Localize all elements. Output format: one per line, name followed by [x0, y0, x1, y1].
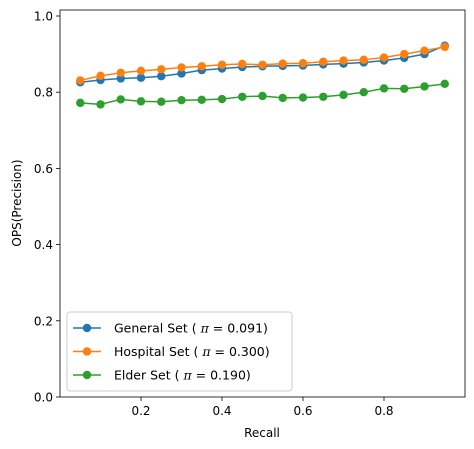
- y-tick-label: 0.8: [34, 86, 53, 100]
- data-point: [96, 71, 105, 81]
- y-tick-label: 1.0: [34, 10, 53, 24]
- data-point: [238, 92, 247, 101]
- legend-marker: [82, 323, 92, 333]
- y-axis-title: OPS(Precision): [10, 159, 24, 246]
- x-axis: 0.2 0.4 0.6 0.8: [131, 397, 394, 418]
- data-point: [319, 92, 328, 101]
- data-point: [400, 84, 409, 93]
- legend-label: Hospital Set ( π = 0.300): [114, 344, 270, 359]
- data-point: [298, 59, 308, 68]
- plot-frame: [59, 9, 466, 398]
- data-point: [136, 66, 146, 76]
- data-point: [359, 55, 368, 65]
- series-layer: [76, 41, 449, 109]
- data-point: [319, 57, 328, 66]
- data-point: [116, 68, 125, 77]
- legend-label: Elder Set ( π = 0.190): [114, 368, 251, 383]
- data-point: [400, 49, 409, 59]
- y-axis: 0.0 0.2 0.4 0.6 0.8 1.0: [34, 10, 60, 405]
- x-tick-label: 0.8: [374, 404, 393, 418]
- data-point: [339, 90, 348, 100]
- data-point: [440, 79, 449, 89]
- y-tick-label: 0.4: [34, 238, 53, 252]
- data-point: [238, 59, 247, 69]
- legend: General Set ( π = 0.091) Hospital Set ( π…: [66, 311, 293, 392]
- y-tick-label: 0.2: [34, 314, 53, 328]
- legend-marker: [82, 370, 92, 380]
- data-point: [177, 63, 186, 72]
- data-point: [278, 93, 287, 103]
- x-tick-label: 0.4: [212, 404, 231, 418]
- data-point: [217, 94, 227, 104]
- data-point: [258, 60, 267, 69]
- data-point: [420, 46, 429, 55]
- legend-item: Elder Set ( π = 0.190): [73, 368, 251, 383]
- legend-item: Hospital Set ( π = 0.300): [73, 344, 270, 359]
- data-point: [116, 95, 125, 104]
- data-point: [197, 62, 206, 71]
- y-tick-label: 0.0: [34, 391, 53, 405]
- data-point: [136, 73, 146, 82]
- data-point: [96, 100, 105, 109]
- data-point: [298, 93, 308, 102]
- data-point: [258, 91, 267, 101]
- data-point: [379, 84, 389, 93]
- data-point: [440, 42, 449, 52]
- x-tick-label: 0.2: [131, 404, 150, 418]
- y-tick-label: 0.6: [34, 162, 53, 176]
- legend-marker: [82, 347, 92, 356]
- data-point: [339, 56, 348, 65]
- data-point: [197, 95, 206, 105]
- data-point: [136, 97, 146, 106]
- data-point: [359, 88, 368, 97]
- legend-item: General Set ( π = 0.091): [73, 321, 268, 336]
- data-point: [76, 98, 85, 108]
- series-2: [76, 42, 449, 85]
- series-3: [76, 79, 449, 109]
- data-point: [379, 53, 389, 62]
- data-point: [278, 59, 287, 68]
- data-point: [177, 69, 186, 78]
- data-point: [157, 71, 166, 81]
- data-point: [217, 60, 227, 69]
- data-point: [420, 82, 429, 91]
- legend-label: General Set ( π = 0.091): [114, 321, 268, 336]
- data-point: [157, 97, 166, 106]
- legend-frame: [66, 311, 293, 392]
- x-tick-label: 0.6: [293, 404, 312, 418]
- x-axis-title: Recall: [244, 426, 280, 440]
- data-point: [76, 76, 85, 85]
- data-point: [177, 96, 186, 105]
- data-point: [157, 65, 166, 74]
